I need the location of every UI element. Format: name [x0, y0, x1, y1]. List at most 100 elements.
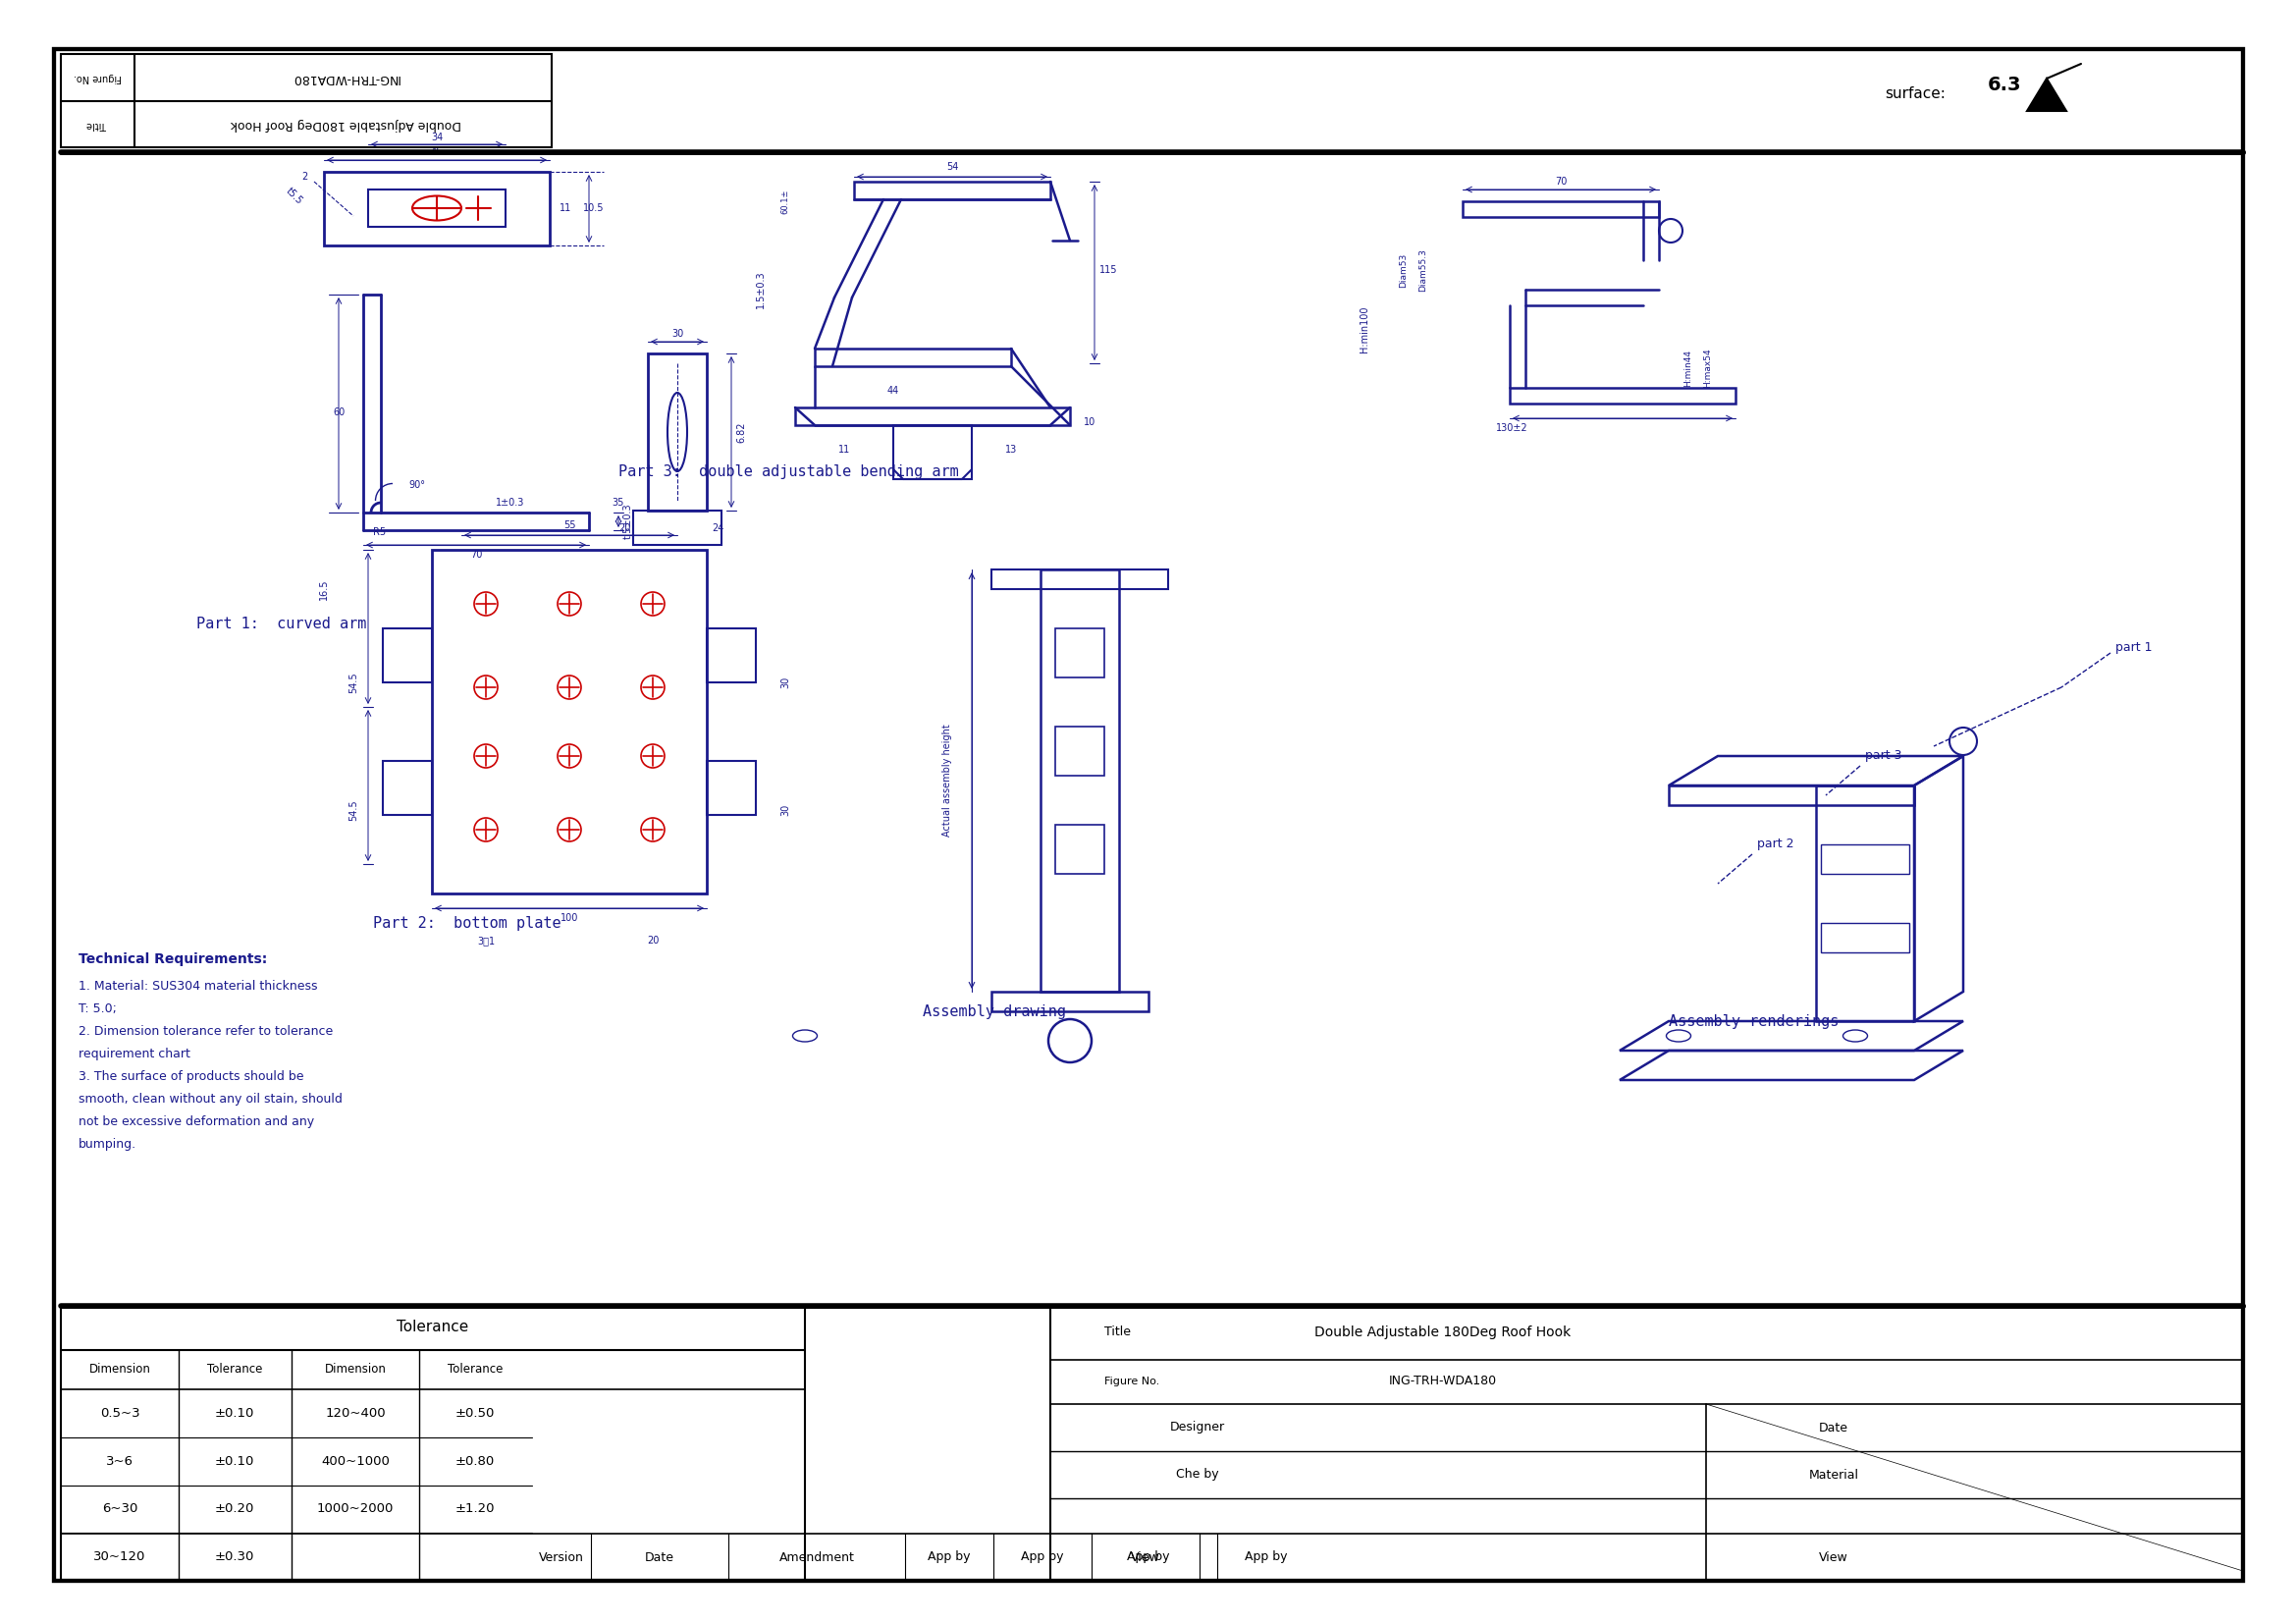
Bar: [893, 425, 971, 479]
Text: Designer: Designer: [1171, 1422, 1226, 1435]
Text: 10: 10: [1084, 417, 1095, 427]
Text: H:max54: H:max54: [1704, 349, 1713, 388]
Bar: [1463, 201, 1660, 217]
Text: 3ⷁ1: 3ⷁ1: [478, 936, 496, 946]
Text: 130±2: 130±2: [1495, 424, 1527, 433]
Text: View: View: [1818, 1552, 1848, 1563]
Text: 1. Material: SUS304 material thickness: 1. Material: SUS304 material thickness: [78, 980, 317, 993]
Text: 100: 100: [560, 914, 579, 923]
Text: 30~120: 30~120: [94, 1550, 147, 1563]
Text: 54.5: 54.5: [349, 800, 358, 821]
Text: 20: 20: [618, 523, 631, 532]
Text: 11: 11: [838, 445, 850, 454]
Text: 34: 34: [432, 133, 443, 143]
Bar: [1056, 628, 1104, 677]
Text: Date: Date: [645, 1552, 675, 1563]
Bar: [1056, 727, 1104, 776]
Text: 1000~2000: 1000~2000: [317, 1503, 395, 1516]
Text: 54.5: 54.5: [349, 672, 358, 693]
Text: Amendment: Amendment: [778, 1552, 854, 1563]
Text: ING-TRH-WDA180: ING-TRH-WDA180: [292, 71, 400, 84]
Text: ING-TRH-WDA180: ING-TRH-WDA180: [1389, 1375, 1497, 1388]
Text: App by: App by: [1022, 1552, 1063, 1563]
Bar: [815, 349, 1010, 367]
Text: App by: App by: [1244, 1552, 1288, 1563]
Text: part 3: part 3: [1864, 750, 1901, 763]
Text: Double Adjustable 180Deg Roof Hook: Double Adjustable 180Deg Roof Hook: [230, 118, 461, 131]
Text: Che by: Che by: [1176, 1469, 1219, 1482]
Text: 45: 45: [432, 148, 443, 157]
Bar: [324, 172, 549, 245]
Text: ±0.30: ±0.30: [216, 1550, 255, 1563]
Text: ±0.10: ±0.10: [216, 1454, 255, 1467]
Text: 35: 35: [613, 498, 625, 508]
Bar: [62, 54, 551, 148]
Bar: [647, 354, 707, 511]
Text: Diam53: Diam53: [1398, 253, 1407, 287]
Polygon shape: [2027, 78, 2066, 110]
Bar: [1056, 824, 1104, 873]
Text: Tolerance: Tolerance: [448, 1363, 503, 1376]
Bar: [707, 761, 755, 815]
Text: App by: App by: [928, 1552, 971, 1563]
Bar: [1821, 844, 1910, 873]
Text: 6~30: 6~30: [101, 1503, 138, 1516]
Text: Title: Title: [87, 120, 108, 130]
Bar: [1821, 923, 1910, 953]
Text: 55: 55: [563, 521, 576, 531]
Text: ±0.20: ±0.20: [216, 1503, 255, 1516]
Text: 30: 30: [781, 677, 790, 688]
Text: 10.5: 10.5: [583, 203, 604, 213]
Text: t5.5: t5.5: [285, 187, 305, 206]
Bar: [383, 628, 432, 682]
Text: Assembly drawing: Assembly drawing: [923, 1005, 1065, 1019]
Text: part 2: part 2: [1756, 837, 1793, 850]
Text: 44: 44: [886, 386, 900, 396]
Bar: [432, 550, 707, 894]
Text: 3~6: 3~6: [106, 1454, 133, 1467]
Bar: [367, 190, 505, 227]
Text: View: View: [1132, 1552, 1159, 1563]
Text: 30: 30: [670, 329, 684, 339]
Bar: [62, 1307, 806, 1581]
Text: H:min44: H:min44: [1683, 349, 1692, 386]
Bar: [707, 628, 755, 682]
Bar: [992, 570, 1169, 589]
Text: 24: 24: [712, 523, 723, 532]
Text: Technical Requirements:: Technical Requirements:: [78, 953, 266, 966]
Text: Part 2:  bottom plate: Part 2: bottom plate: [372, 915, 560, 930]
Text: R5: R5: [372, 527, 386, 537]
Text: 115: 115: [1100, 265, 1118, 274]
Text: 70: 70: [1554, 177, 1566, 187]
Bar: [383, 761, 432, 815]
Text: 1.5±0.3: 1.5±0.3: [755, 271, 765, 308]
Text: 120~400: 120~400: [326, 1407, 386, 1420]
Text: Assembly renderings: Assembly renderings: [1669, 1014, 1839, 1029]
Text: Actual assembly height: Actual assembly height: [941, 724, 953, 837]
Text: Tolerance: Tolerance: [207, 1363, 262, 1376]
Text: ±1.20: ±1.20: [455, 1503, 496, 1516]
Text: Double Adjustable 180Deg Roof Hook: Double Adjustable 180Deg Roof Hook: [1316, 1326, 1570, 1339]
Text: Part 3:  double adjustable bending arm: Part 3: double adjustable bending arm: [618, 464, 960, 479]
Text: 70: 70: [471, 550, 482, 560]
Text: Version: Version: [540, 1552, 583, 1563]
Bar: [1040, 570, 1118, 992]
Bar: [634, 511, 721, 545]
Text: Material: Material: [1809, 1469, 1860, 1482]
Text: 20: 20: [647, 936, 659, 946]
Text: 2: 2: [301, 172, 308, 182]
Bar: [794, 407, 1070, 425]
Text: Figure No.: Figure No.: [1104, 1376, 1159, 1386]
Text: 54: 54: [946, 162, 957, 172]
Text: Dimension: Dimension: [324, 1363, 386, 1376]
Bar: [1511, 388, 1736, 404]
Text: part 1: part 1: [2115, 641, 2151, 654]
Text: bumping.: bumping.: [78, 1138, 135, 1151]
Text: ±0.80: ±0.80: [455, 1454, 496, 1467]
Bar: [992, 992, 1148, 1011]
Text: 60: 60: [333, 407, 344, 417]
Text: Part 1:  curved arm: Part 1: curved arm: [197, 617, 367, 631]
Text: 2. Dimension tolerance refer to tolerance: 2. Dimension tolerance refer to toleranc…: [78, 1026, 333, 1037]
Text: t:5±0.3: t:5±0.3: [622, 503, 634, 539]
Text: 60.1±: 60.1±: [781, 188, 790, 214]
